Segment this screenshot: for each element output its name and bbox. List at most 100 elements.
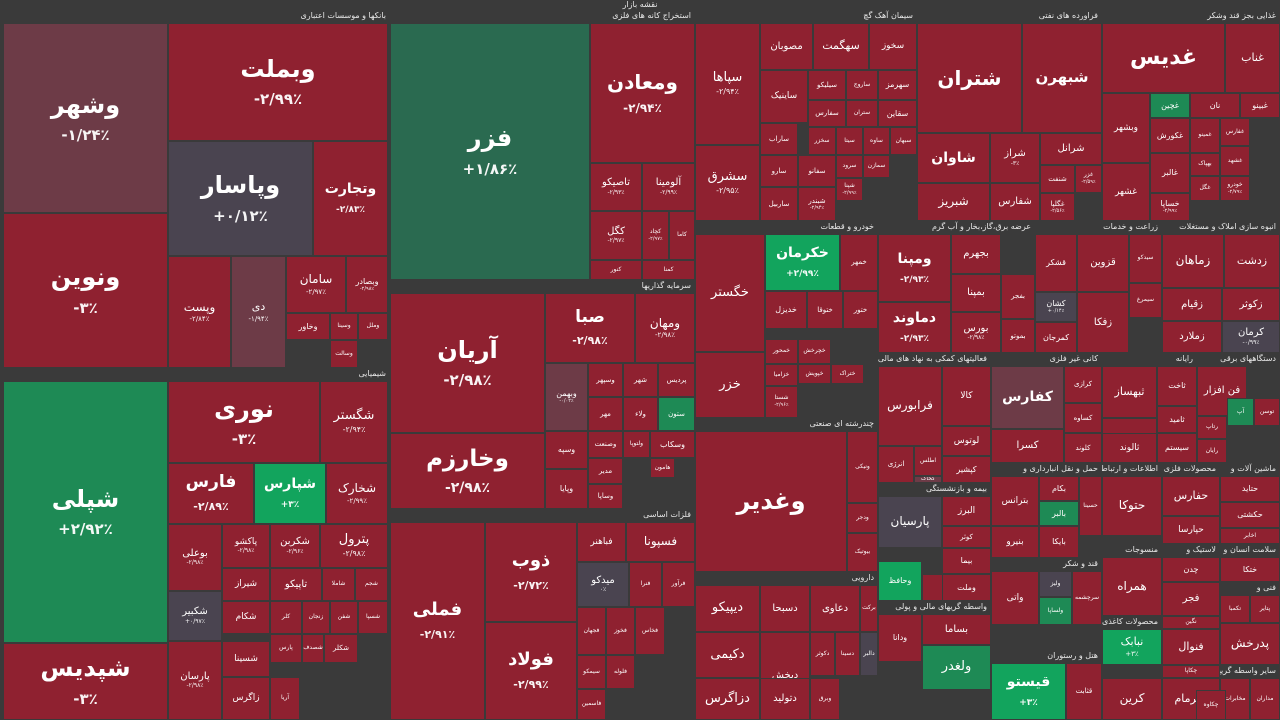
stock-tile[interactable]: وخارزم -۲/۹۸٪	[390, 433, 545, 509]
stock-tile[interactable]: دی -۱/۹۴٪	[231, 256, 286, 368]
stock-tile[interactable]: زکوثر	[1222, 288, 1280, 321]
stock-tile[interactable]: لوتوس	[942, 426, 991, 456]
stock-tile[interactable]: شکربن -۲/۹۶٪	[270, 524, 320, 568]
stock-tile[interactable]: فسپونا	[626, 522, 695, 562]
stock-tile[interactable]: بهپاک	[1190, 153, 1220, 176]
stock-tile[interactable]: نوری -۳٪	[168, 381, 320, 463]
stock-tile[interactable]: پردیس	[658, 363, 695, 397]
stock-tile[interactable]: پتایر	[1250, 595, 1280, 623]
stock-tile[interactable]: شاوان	[917, 133, 990, 183]
stock-tile[interactable]: برکت	[860, 585, 878, 632]
stock-tile[interactable]: قثابت	[1066, 663, 1102, 720]
stock-tile[interactable]: سیدکو	[1129, 234, 1162, 283]
stock-tile[interactable]: وملل	[358, 313, 388, 340]
stock-tile[interactable]: کرین	[1102, 678, 1162, 720]
stock-tile[interactable]: ساربیل	[760, 187, 798, 221]
stock-tile[interactable]: ومپنا -۲/۹۳٪	[878, 234, 951, 302]
stock-tile[interactable]: ولاء	[623, 397, 658, 431]
stock-tile[interactable]: ثبهساز	[1102, 366, 1157, 418]
stock-tile[interactable]: فخوز	[606, 607, 635, 655]
stock-tile[interactable]: فنوال	[1162, 629, 1220, 665]
stock-tile[interactable]: ستون	[658, 397, 695, 431]
stock-tile[interactable]: چکاپا	[1162, 665, 1220, 678]
stock-tile[interactable]: دتولید	[760, 678, 810, 720]
stock-tile[interactable]: خکرمان +۲/۹۹٪	[765, 234, 840, 291]
stock-tile[interactable]: بمپنا	[951, 274, 1001, 312]
stock-tile[interactable]: انرژی	[878, 446, 914, 483]
stock-tile[interactable]: پارسیان	[878, 496, 942, 548]
stock-tile[interactable]: قشکر	[1035, 234, 1077, 292]
stock-tile[interactable]: بیوتیک	[847, 533, 878, 572]
stock-tile[interactable]: ختوقا	[807, 291, 843, 329]
stock-tile[interactable]: کلر	[270, 601, 302, 634]
stock-tile[interactable]: وغدیر	[695, 431, 847, 572]
stock-tile[interactable]: دزاگرس	[695, 678, 760, 720]
stock-tile[interactable]: هامون	[650, 458, 675, 478]
stock-tile[interactable]: غفارس	[1220, 118, 1250, 146]
stock-tile[interactable]: قیستو +۳٪	[991, 663, 1066, 720]
stock-tile[interactable]: ولیز	[1039, 571, 1072, 597]
stock-tile[interactable]: زدشت	[1224, 234, 1280, 288]
stock-tile[interactable]: شصدف	[302, 634, 324, 663]
stock-tile[interactable]: کنور	[590, 260, 642, 280]
stock-tile[interactable]: فجهان	[577, 607, 606, 655]
stock-tile[interactable]: نان	[1190, 93, 1240, 118]
stock-tile[interactable]: پاکشو -۲/۹۸٪	[222, 524, 270, 568]
stock-tile[interactable]: دماوند -۲/۹۳٪	[878, 302, 951, 353]
stock-tile[interactable]: کفارس	[991, 366, 1064, 429]
stock-tile[interactable]: حتوکا	[1102, 476, 1162, 536]
stock-tile[interactable]: آلومینا -۲/۹۹٪	[642, 163, 695, 211]
stock-tile[interactable]: شستا -۲/۹۶٪	[765, 386, 798, 418]
stock-tile[interactable]: کچاد -۲/۹۷٪	[642, 211, 669, 260]
stock-tile[interactable]: کمرجان	[1035, 322, 1077, 353]
stock-tile[interactable]: خمهر	[840, 234, 878, 291]
stock-tile[interactable]: ونوین -۳٪	[3, 213, 168, 368]
stock-tile[interactable]: وحافظ	[878, 561, 922, 601]
stock-tile[interactable]: تاپیکو	[270, 568, 322, 601]
stock-tile[interactable]: شکلر	[324, 634, 358, 663]
stock-tile[interactable]: شنفت	[1040, 165, 1075, 193]
stock-tile[interactable]: مصوبان	[760, 23, 813, 70]
stock-tile[interactable]: غشهد	[1220, 146, 1250, 176]
stock-tile[interactable]: شبندر -۲/۹۴٪	[798, 187, 836, 221]
stock-tile[interactable]: غمینو	[1190, 118, 1220, 153]
stock-tile[interactable]: وسینا	[330, 313, 358, 340]
stock-tile[interactable]: سبهان	[890, 127, 917, 155]
stock-tile[interactable]: حفارس	[1162, 476, 1220, 516]
stock-tile[interactable]: البرز	[942, 496, 991, 526]
stock-tile[interactable]: فلوله	[606, 655, 635, 689]
stock-tile[interactable]: شخارک -۲/۹۹٪	[326, 463, 388, 524]
stock-tile[interactable]: بفجر	[1001, 274, 1035, 319]
stock-tile[interactable]: شفن	[330, 601, 358, 634]
stock-tile[interactable]: شبریز	[917, 183, 990, 221]
stock-tile[interactable]: غگلپا -۲/۵۶٪	[1040, 193, 1075, 221]
stock-tile[interactable]: نبابک +۳٪	[1102, 629, 1162, 665]
stock-tile[interactable]: دسینا	[835, 632, 860, 676]
stock-tile[interactable]: ختکا	[1220, 557, 1280, 582]
stock-tile[interactable]: شاملا	[322, 568, 355, 601]
stock-tile[interactable]: بموتو	[1001, 319, 1035, 353]
stock-tile[interactable]: بایکا	[1039, 526, 1079, 558]
stock-tile[interactable]: فولاد -۲/۹۹٪	[485, 622, 577, 720]
stock-tile[interactable]: خزر	[695, 352, 765, 418]
stock-tile[interactable]: غگل	[1190, 176, 1220, 201]
stock-tile[interactable]: رایان	[1197, 439, 1227, 463]
stock-tile[interactable]: پدرخش	[1220, 623, 1280, 665]
stock-tile[interactable]: کرمان -۰/۹۹٪	[1222, 321, 1280, 353]
stock-tile[interactable]: وبرق	[810, 678, 840, 720]
stock-tile[interactable]: حسینا	[1079, 476, 1102, 536]
stock-tile[interactable]: وشهر -۱/۲۴٪	[3, 23, 168, 213]
stock-tile[interactable]: سخوز	[869, 23, 917, 70]
stock-tile[interactable]: سفانو	[798, 155, 836, 187]
stock-tile[interactable]: حپارسا	[1162, 516, 1220, 544]
stock-tile[interactable]: فاسمین	[577, 689, 606, 720]
stock-tile[interactable]: سفارس	[808, 100, 846, 127]
stock-tile[interactable]: بجهرم	[951, 234, 1001, 274]
stock-tile[interactable]: وصنعت	[588, 431, 623, 458]
stock-tile[interactable]: بکام	[1039, 476, 1079, 501]
stock-tile[interactable]: پترول -۲/۹۸٪	[320, 524, 388, 568]
stock-tile[interactable]: شیراز	[222, 568, 270, 601]
stock-tile[interactable]: سرچشمه	[1072, 571, 1102, 625]
stock-tile[interactable]: کسرا	[991, 429, 1064, 463]
stock-tile[interactable]: کوثر	[942, 526, 991, 548]
